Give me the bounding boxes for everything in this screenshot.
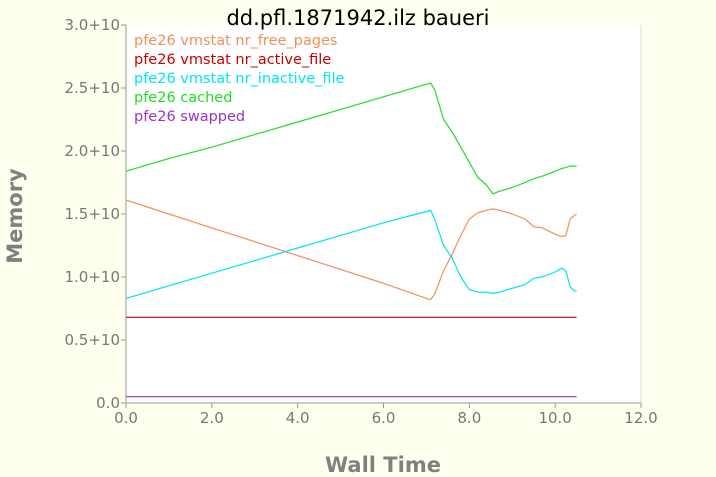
legend: pfe26 vmstat nr_free_pages pfe26 vmstat n… — [134, 33, 345, 125]
legend-entry: pfe26 vmstat nr_free_pages — [134, 33, 337, 49]
plot-area — [126, 25, 641, 403]
y-tick-label: 2.5+10 — [64, 79, 120, 97]
y-tick-label: 1.5+10 — [64, 205, 120, 223]
x-tick-label: 10.0 — [538, 409, 571, 427]
legend-entry: pfe26 cached — [134, 90, 232, 106]
series-line-pfe26-vmstat-nr-inactive-file — [125, 209, 577, 299]
legend-entry: pfe26 vmstat nr_inactive_file — [134, 71, 345, 87]
y-tick-label: 3.0+10 — [64, 16, 120, 34]
x-tick-label: 2.0 — [200, 409, 224, 427]
y-tick-label: 2.0+10 — [64, 142, 120, 160]
x-tick-label: 0.0 — [114, 409, 138, 427]
x-axis-label: Wall Time — [325, 453, 441, 477]
y-axis-ticks: 0.0 0.5+10 1.0+10 1.5+10 2.0+10 2.5+10 3.0+10 — [64, 16, 126, 412]
y-tick-label: 1.0+10 — [64, 268, 120, 286]
series-line-pfe26-cached — [125, 82, 577, 195]
x-axis-ticks: 0.0 2.0 4.0 6.0 8.0 10.0 12.0 — [114, 403, 658, 427]
x-tick-label: 12.0 — [624, 409, 657, 427]
x-tick-label: 8.0 — [457, 409, 481, 427]
y-tick-label: 0.0 — [96, 394, 120, 412]
legend-entry: pfe26 vmstat nr_active_file — [134, 52, 331, 68]
x-tick-label: 6.0 — [372, 409, 396, 427]
chart-title: dd.pfl.1871942.ilz baueri — [226, 6, 489, 30]
legend-entry: pfe26 swapped — [134, 109, 245, 125]
y-axis-label: Memory — [3, 168, 27, 264]
series-line-pfe26-vmstat-nr-free-pages — [125, 199, 577, 301]
series-lines — [125, 82, 577, 398]
x-tick-label: 4.0 — [286, 409, 310, 427]
y-tick-label: 0.5+10 — [64, 331, 120, 349]
